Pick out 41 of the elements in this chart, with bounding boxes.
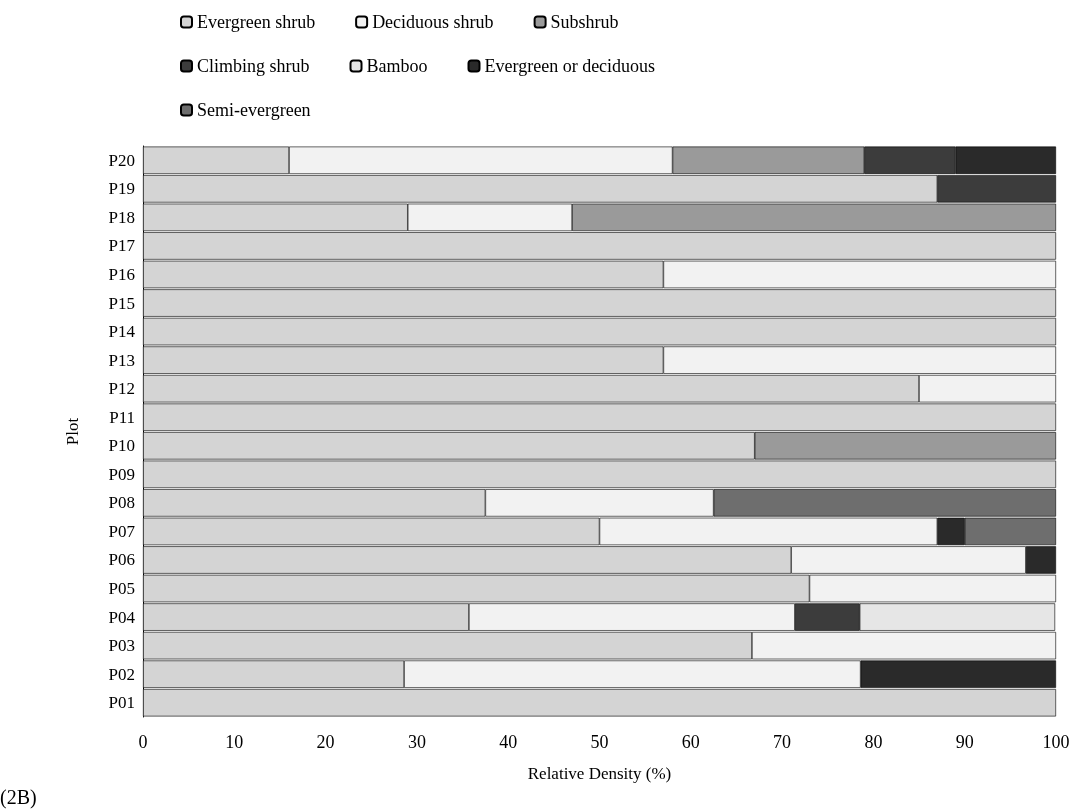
y-tick-label: P18: [108, 207, 135, 227]
text: (2B): [0, 786, 37, 809]
x-tick-label: 100: [1042, 732, 1070, 752]
x-tick-label: 70: [773, 732, 792, 752]
y-tick-label: P04: [108, 607, 136, 627]
y-tick-label: P13: [108, 350, 135, 370]
y-tick-label: P12: [108, 379, 135, 399]
y-tick-label: P06: [108, 550, 135, 570]
y-tick-label: P11: [109, 407, 135, 427]
legend-label: Semi-evergreen: [197, 100, 311, 120]
y-tick-label: P05: [108, 579, 135, 599]
y-tick-label: P09: [108, 464, 135, 484]
legend-label: Climbing shrub: [197, 56, 310, 76]
y-axis-title: Plot: [63, 417, 82, 446]
legend-label: Evergreen shrub: [197, 12, 316, 32]
legend-label: Deciduous shrub: [372, 12, 494, 32]
y-tick-label: P19: [108, 179, 135, 199]
y-tick-label: P15: [108, 293, 135, 313]
y-tick-label: P17: [108, 236, 136, 256]
y-tick-label: P08: [108, 493, 135, 513]
x-tick-label: 30: [407, 732, 426, 752]
legend-label: Evergreen or deciduous: [484, 56, 656, 76]
y-tick-label: P16: [108, 264, 135, 284]
x-tick-label: 50: [590, 732, 609, 752]
x-tick-label: 80: [864, 732, 883, 752]
y-tick-label: P02: [108, 664, 135, 684]
y-tick-label: P03: [108, 636, 135, 656]
y-tick-label: P14: [108, 322, 136, 342]
x-tick-label: 10: [225, 732, 244, 752]
legend-label: Subshrub: [550, 12, 619, 32]
x-tick-label: 40: [499, 732, 518, 752]
x-tick-label: 90: [955, 732, 974, 752]
x-tick-label: 60: [681, 732, 700, 752]
y-tick-label: P20: [108, 150, 135, 170]
x-axis-title: Relative Density (%): [527, 764, 672, 783]
x-tick-label: 20: [316, 732, 335, 752]
y-tick-label: P07: [108, 521, 136, 541]
x-tick-label: 0: [138, 732, 148, 752]
y-tick-label: P01: [108, 693, 135, 713]
y-tick-label: P10: [108, 436, 135, 456]
legend-label: Bamboo: [366, 56, 428, 76]
